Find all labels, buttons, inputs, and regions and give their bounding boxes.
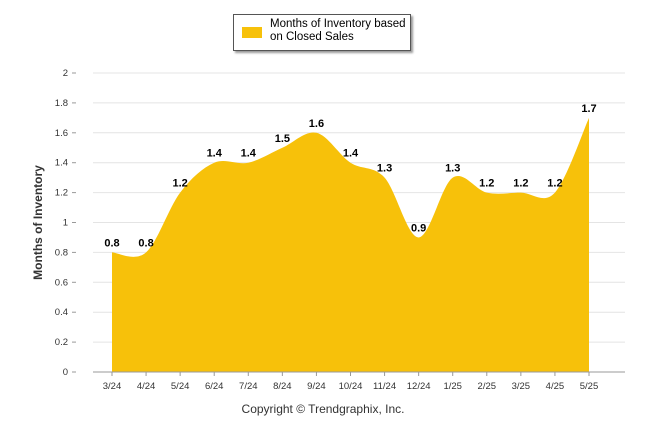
x-tick-label: 5/25 [580,381,599,392]
y-tick-label: 0.2 [55,337,68,348]
x-tick-label: 7/24 [239,381,258,392]
data-label: 0.8 [104,237,119,249]
x-tick-label: 4/25 [546,381,565,392]
x-tick-label: 10/24 [339,381,363,392]
data-label: 0.9 [411,222,426,234]
y-tick-label: 0.4 [55,307,68,318]
y-tick-label: 1 [63,218,68,229]
x-tick-label: 6/24 [205,381,224,392]
x-tick-label: 1/25 [443,381,462,392]
x-tick-label: 11/24 [373,381,396,392]
x-axis-ticks: 3/24 4/24 5/24 6/24 7/24 8/24 9/24 10/24 11/24 12… [103,372,599,392]
y-tick-label: 1.4 [55,158,68,169]
y-axis-ticks: 0 0.2 0.4 0.6 0.8 1 1.2 1.4 1.6 1.8 2 [55,68,76,378]
data-label: 1.7 [581,103,596,115]
data-label: 1.6 [309,118,324,130]
series-area [112,117,589,372]
data-label: 1.2 [547,178,562,190]
y-tick-label: 1.2 [55,188,68,199]
data-label: 1.2 [172,178,187,190]
x-tick-label: 5/24 [171,381,190,392]
x-tick-label: 2/25 [478,381,497,392]
y-tick-label: 1.6 [55,128,68,139]
data-label: 0.8 [138,237,153,249]
data-label: 1.2 [513,178,528,190]
x-tick-label: 3/24 [103,381,122,392]
y-tick-label: 1.8 [55,98,68,109]
x-tick-label: 4/24 [137,381,156,392]
y-tick-label: 2 [63,68,68,79]
legend-swatch [242,27,262,38]
legend-label: Months of Inventory based on Closed Sale… [270,18,406,43]
x-tick-label: 8/24 [273,381,292,392]
x-tick-label: 12/24 [407,381,431,392]
data-label: 1.3 [445,163,460,175]
y-tick-label: 0 [63,367,68,378]
copyright-footer: Copyright © Trendgraphix, Inc. [241,402,405,416]
data-label: 1.2 [479,178,494,190]
data-label: 1.4 [241,148,257,160]
y-tick-label: 0.8 [55,247,68,258]
x-tick-label: 9/24 [307,381,326,392]
data-label: 1.3 [377,163,392,175]
data-labels: 0.8 0.8 1.2 1.4 1.4 1.5 1.6 1.4 1.3 0.9 1.3 1.2 1.2 1… [104,103,596,250]
chart: 0 0.2 0.4 0.6 0.8 1 1.2 1.4 1.6 1.8 2 3/24 4/24 5/24… [31,68,625,392]
data-label: 1.5 [275,133,290,145]
data-label: 1.4 [207,148,223,160]
y-axis-title: Months of Inventory [31,165,45,280]
legend: Months of Inventory based on Closed Sale… [233,14,411,51]
data-label: 1.4 [343,148,359,160]
y-tick-label: 0.6 [55,277,68,288]
x-tick-label: 3/25 [512,381,531,392]
